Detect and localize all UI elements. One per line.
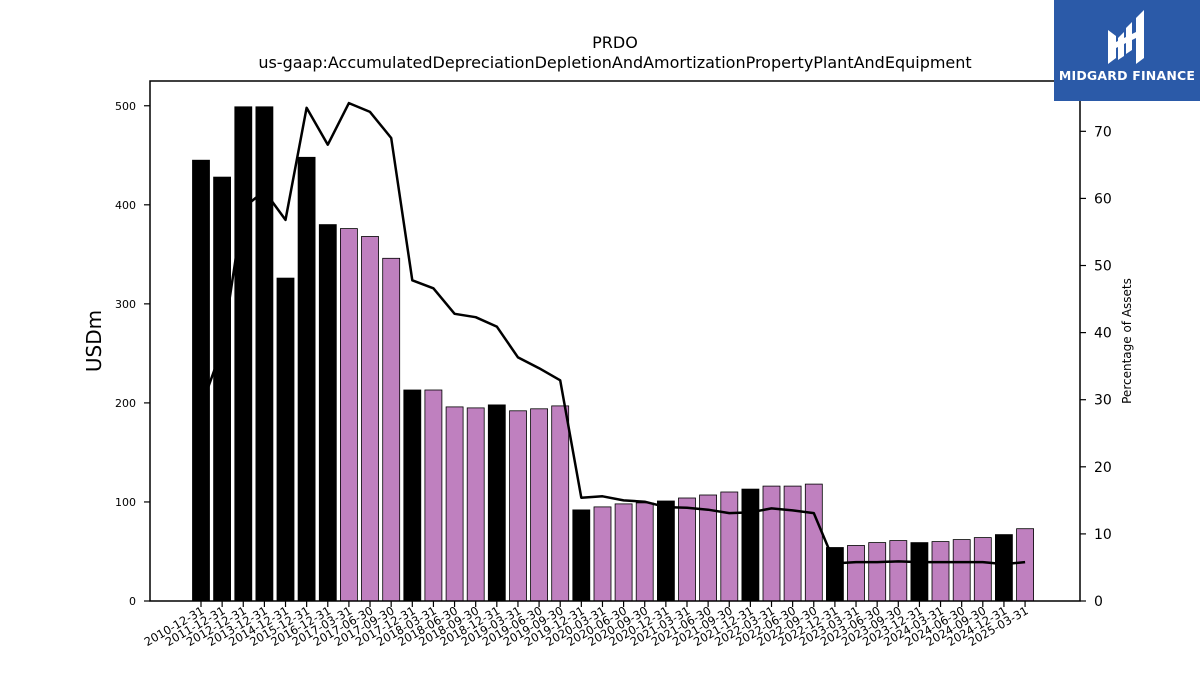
bar-2019-09-30 bbox=[551, 405, 570, 602]
bar-2018-09-30 bbox=[466, 407, 485, 602]
y-left-tick-label: 200 bbox=[115, 397, 136, 410]
bar-2019-06-30 bbox=[530, 408, 548, 602]
y-left-tick-label: 500 bbox=[115, 100, 136, 113]
bar-2024-09-30 bbox=[973, 537, 992, 602]
bar-2025-03-31 bbox=[1016, 528, 1034, 602]
y-axis-right-label: Percentage of Assets bbox=[1120, 278, 1134, 404]
percentage-line bbox=[199, 101, 1026, 566]
bar-2022-12-31 bbox=[826, 547, 844, 602]
bar-2014-12-31 bbox=[276, 277, 295, 602]
y-axis-left-label: USDm bbox=[82, 310, 106, 372]
y-right-tick-label: 50 bbox=[1094, 259, 1112, 275]
bar-2017-12-31 bbox=[403, 389, 422, 602]
bar-2021-09-30 bbox=[720, 491, 739, 602]
bar-series bbox=[192, 106, 1034, 602]
chart-subtitle: us-gaap:AccumulatedDepreciationDepletion… bbox=[258, 53, 971, 72]
bar-2023-09-30 bbox=[889, 540, 908, 602]
y-right-tick-label: 40 bbox=[1094, 326, 1112, 342]
chart-title: PRDO bbox=[592, 33, 638, 52]
bar-2020-12-31 bbox=[657, 500, 675, 602]
y-right-tick-label: 20 bbox=[1094, 460, 1112, 476]
bar-2020-06-30 bbox=[614, 503, 633, 602]
bar-2017-09-30 bbox=[382, 257, 401, 602]
y-right-tick-label: 30 bbox=[1094, 393, 1112, 409]
bar-2021-12-31 bbox=[741, 488, 760, 602]
y-right-tick-label: 10 bbox=[1094, 527, 1112, 543]
bar-2016-12-31 bbox=[318, 224, 337, 602]
bar-2023-06-30 bbox=[868, 542, 887, 602]
y-left-tick-label: 0 bbox=[129, 595, 136, 608]
bar-2020-03-31 bbox=[593, 506, 612, 602]
y-left-tick-label: 100 bbox=[115, 496, 136, 509]
midgard-logo-mark-icon bbox=[1108, 10, 1144, 64]
logo-text: MIDGARD FINANCE bbox=[1058, 68, 1196, 83]
bar-2018-03-31 bbox=[424, 389, 443, 602]
bar-2017-03-31 bbox=[339, 228, 358, 602]
bar-2022-03-31 bbox=[762, 485, 781, 602]
midgard-finance-logo: MIDGARD FINANCE bbox=[1054, 0, 1200, 101]
bar-2024-06-30 bbox=[952, 539, 971, 602]
bar-2018-12-31 bbox=[487, 404, 506, 602]
bar-2021-03-31 bbox=[678, 497, 696, 602]
bar-2023-03-31 bbox=[847, 545, 865, 602]
y-right-tick-label: 60 bbox=[1094, 191, 1112, 207]
bar-2020-09-30 bbox=[635, 502, 654, 602]
bar-2012-12-31 bbox=[234, 106, 253, 602]
bar-2022-09-30 bbox=[804, 483, 823, 602]
bar-2017-06-30 bbox=[361, 236, 379, 602]
y-left-tick-label: 300 bbox=[115, 298, 136, 311]
bar-2023-12-31 bbox=[910, 542, 929, 602]
bar-2019-03-31 bbox=[509, 410, 527, 602]
plot-frame bbox=[149, 80, 1081, 602]
y-right-tick-label: 0 bbox=[1094, 594, 1103, 610]
bar-2019-12-31 bbox=[572, 509, 591, 602]
bar-2015-12-31 bbox=[297, 156, 316, 602]
y-left-tick-label: 400 bbox=[115, 199, 136, 212]
bar-2018-06-30 bbox=[445, 406, 464, 602]
bar-2022-06-30 bbox=[783, 485, 802, 602]
bar-2024-12-31 bbox=[995, 534, 1013, 602]
y-right-tick-label: 70 bbox=[1094, 124, 1112, 140]
bar-2010-12-31 bbox=[192, 159, 210, 602]
axes: 01002003004005000102030405060702010-12-3… bbox=[115, 80, 1112, 649]
bar-2011-12-31 bbox=[213, 176, 232, 602]
bar-2013-12-31 bbox=[255, 106, 274, 602]
bar-2024-03-31 bbox=[931, 541, 950, 602]
